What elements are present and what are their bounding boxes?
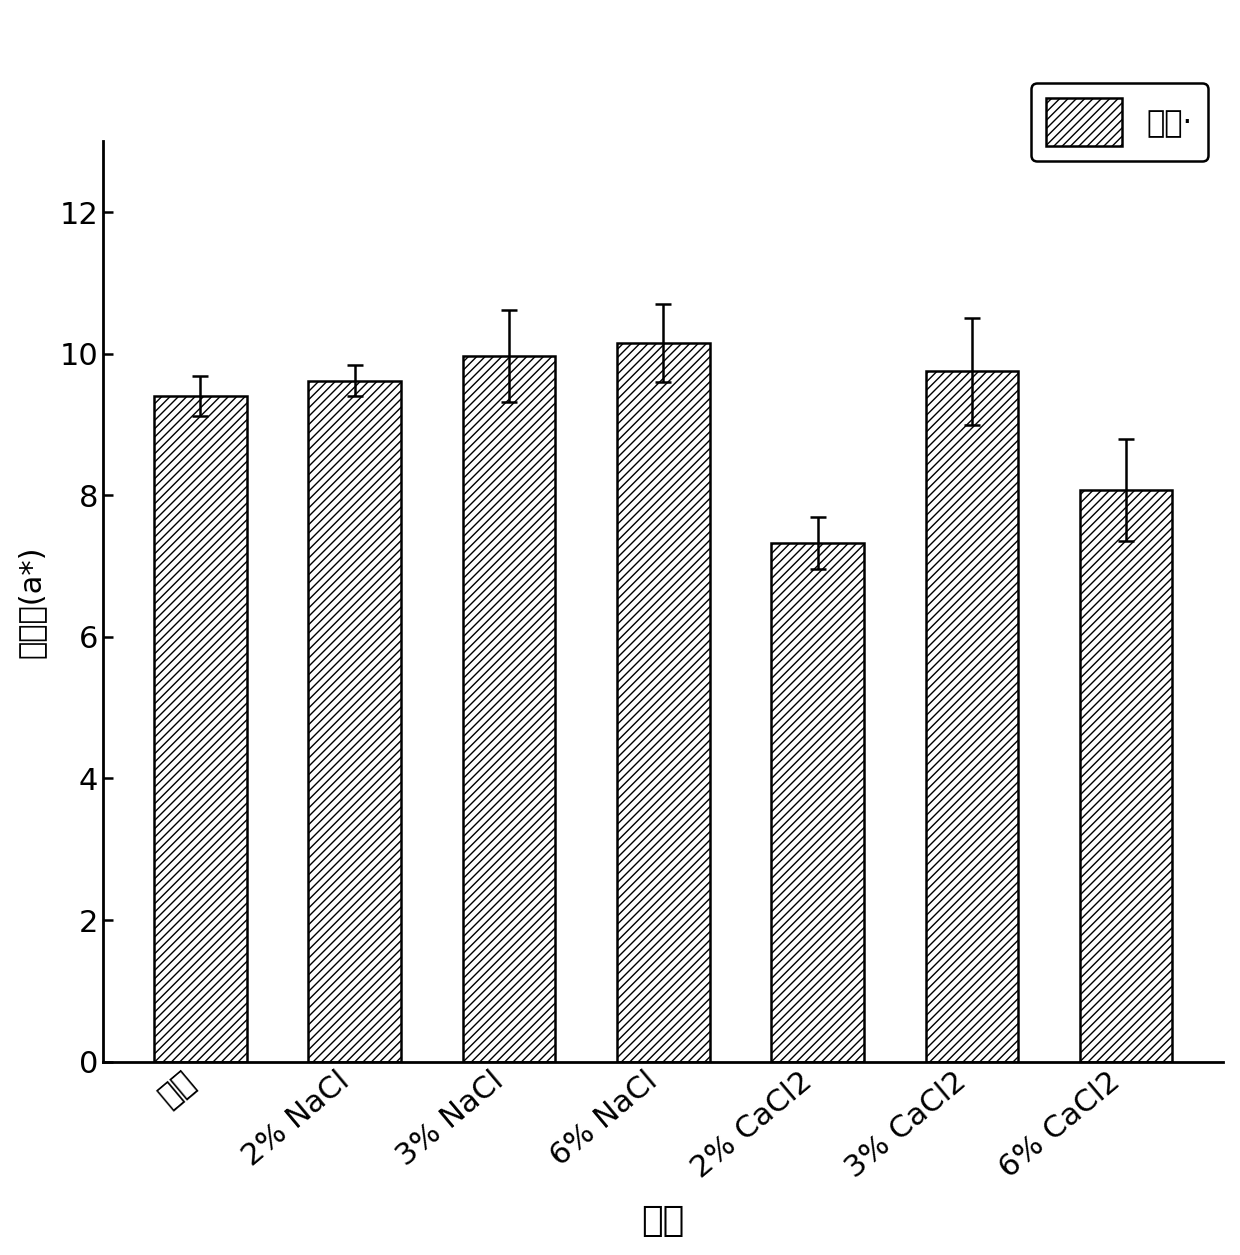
- Bar: [618, 343, 709, 1062]
- Y-axis label: 色差値(a*): 色差値(a*): [16, 545, 46, 658]
- Bar: [771, 542, 864, 1062]
- Bar: [1080, 491, 1172, 1062]
- Bar: [309, 380, 401, 1062]
- Legend: 色差·: 色差·: [1030, 83, 1208, 161]
- Bar: [154, 397, 247, 1062]
- X-axis label: 种类: 种类: [641, 1205, 684, 1239]
- Bar: [925, 371, 1018, 1062]
- Bar: [463, 356, 556, 1062]
